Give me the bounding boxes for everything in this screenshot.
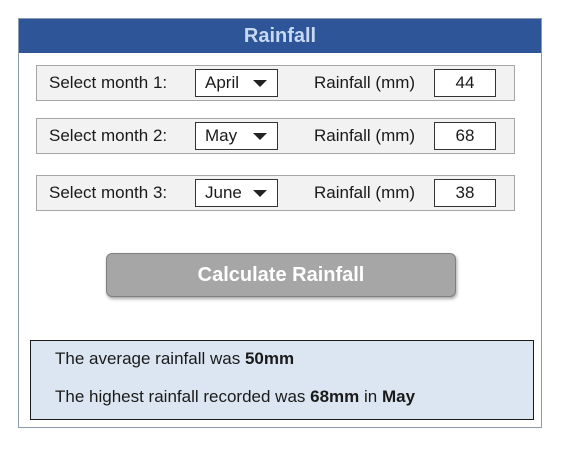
month-row-1: Select month 1: April Rainfall (mm) 44: [36, 65, 515, 101]
average-value: 50mm: [244, 349, 295, 368]
window-title: Rainfall: [19, 19, 541, 53]
month-2-label: Select month 2:: [49, 126, 168, 145]
rainfall-2-field[interactable]: 68: [434, 122, 496, 150]
month-1-label: Select month 1:: [49, 73, 168, 92]
highest-mid: in: [359, 387, 382, 406]
rainfall-2-label: Rainfall (mm): [314, 126, 416, 145]
month-row-3: Select month 3: June Rainfall (mm) 38: [36, 175, 515, 211]
month-row-2: Select month 2: May Rainfall (mm) 68: [36, 118, 515, 154]
highest-prefix: The highest rainfall recorded was: [55, 387, 311, 406]
month-2-dropdown[interactable]: May: [195, 122, 278, 150]
rainfall-3-label: Rainfall (mm): [314, 183, 416, 202]
calculate-rainfall-button[interactable]: Calculate Rainfall: [106, 253, 456, 297]
rainfall-3-field[interactable]: 38: [434, 179, 496, 207]
month-1-dropdown[interactable]: April: [195, 69, 278, 97]
result-panel: The average rainfall was 50mm The highes…: [30, 340, 534, 420]
month-3-dropdown[interactable]: June: [195, 179, 278, 207]
month-3-label: Select month 3:: [49, 183, 168, 202]
chevron-down-icon[interactable]: [253, 80, 267, 87]
rainfall-1-field[interactable]: 44: [434, 69, 496, 97]
average-result: The average rainfall was 50mm: [55, 349, 294, 369]
month-3-selected: June: [205, 183, 242, 202]
highest-value: 68mm: [310, 387, 360, 406]
chevron-down-icon[interactable]: [253, 190, 267, 197]
highest-result: The highest rainfall recorded was 68mm i…: [55, 387, 415, 407]
chevron-down-icon[interactable]: [253, 133, 267, 140]
highest-month: May: [381, 387, 416, 406]
month-2-selected: May: [205, 126, 238, 145]
rainfall-window: Rainfall Select month 1: April Rainfall …: [18, 18, 542, 428]
average-prefix: The average rainfall was: [55, 349, 245, 368]
rainfall-1-label: Rainfall (mm): [314, 73, 416, 92]
month-1-selected: April: [205, 73, 240, 92]
